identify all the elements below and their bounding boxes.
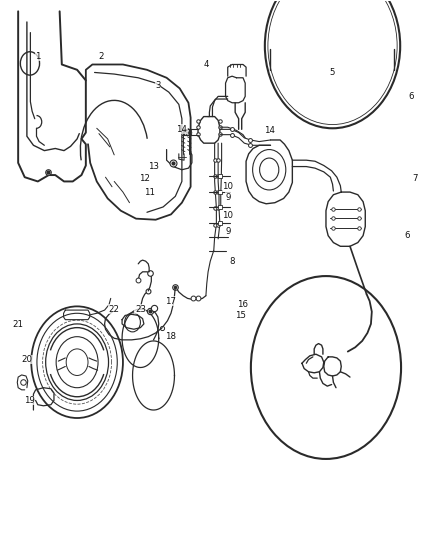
Text: 14: 14 bbox=[177, 125, 187, 134]
Text: 23: 23 bbox=[135, 304, 146, 313]
Text: 14: 14 bbox=[264, 126, 275, 135]
Text: 20: 20 bbox=[21, 355, 32, 364]
Text: 3: 3 bbox=[155, 81, 161, 90]
Text: 1: 1 bbox=[35, 52, 41, 61]
Text: 19: 19 bbox=[24, 396, 35, 405]
Text: 9: 9 bbox=[225, 228, 230, 237]
Text: 10: 10 bbox=[222, 212, 233, 221]
Text: 22: 22 bbox=[109, 304, 120, 313]
Text: 16: 16 bbox=[237, 300, 248, 309]
Text: 13: 13 bbox=[148, 162, 159, 171]
Text: 18: 18 bbox=[166, 332, 177, 341]
Text: 7: 7 bbox=[413, 174, 418, 183]
Text: 4: 4 bbox=[203, 60, 208, 69]
Text: 2: 2 bbox=[99, 52, 104, 61]
Text: 10: 10 bbox=[222, 182, 233, 191]
Text: 17: 17 bbox=[166, 296, 177, 305]
Text: 11: 11 bbox=[144, 188, 155, 197]
Text: 6: 6 bbox=[404, 231, 410, 240]
Text: 15: 15 bbox=[235, 311, 246, 320]
Text: 9: 9 bbox=[225, 193, 230, 202]
Text: 5: 5 bbox=[330, 68, 335, 77]
Text: 12: 12 bbox=[139, 174, 150, 183]
Text: 8: 8 bbox=[230, 257, 235, 265]
Text: 6: 6 bbox=[408, 92, 414, 101]
Text: 21: 21 bbox=[13, 320, 24, 329]
